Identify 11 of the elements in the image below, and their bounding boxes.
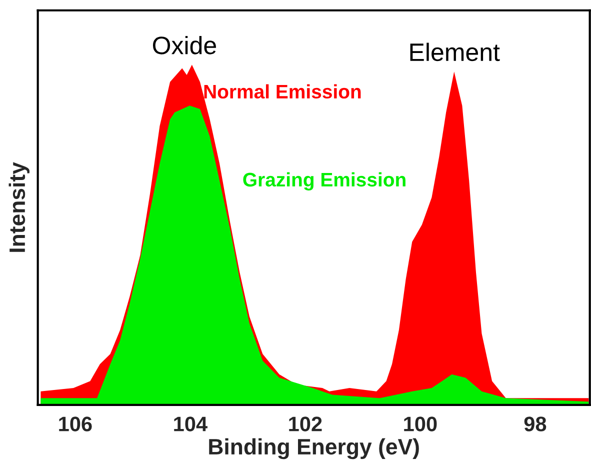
y-axis-title: Intensity <box>8 162 30 252</box>
x-tick-label: 106 <box>59 416 92 432</box>
series-label: Normal Emission <box>204 84 361 99</box>
series-label: Grazing Emission <box>243 172 406 191</box>
x-axis-title: Binding Energy (eV) <box>209 438 419 460</box>
x-tick-label: 98 <box>524 416 546 432</box>
x-tick-label: 100 <box>404 416 437 432</box>
x-tick-label: 104 <box>174 416 208 432</box>
annotation: Oxide <box>152 36 216 54</box>
annotation: Element <box>410 42 500 62</box>
x-tick-label: 102 <box>289 416 322 432</box>
